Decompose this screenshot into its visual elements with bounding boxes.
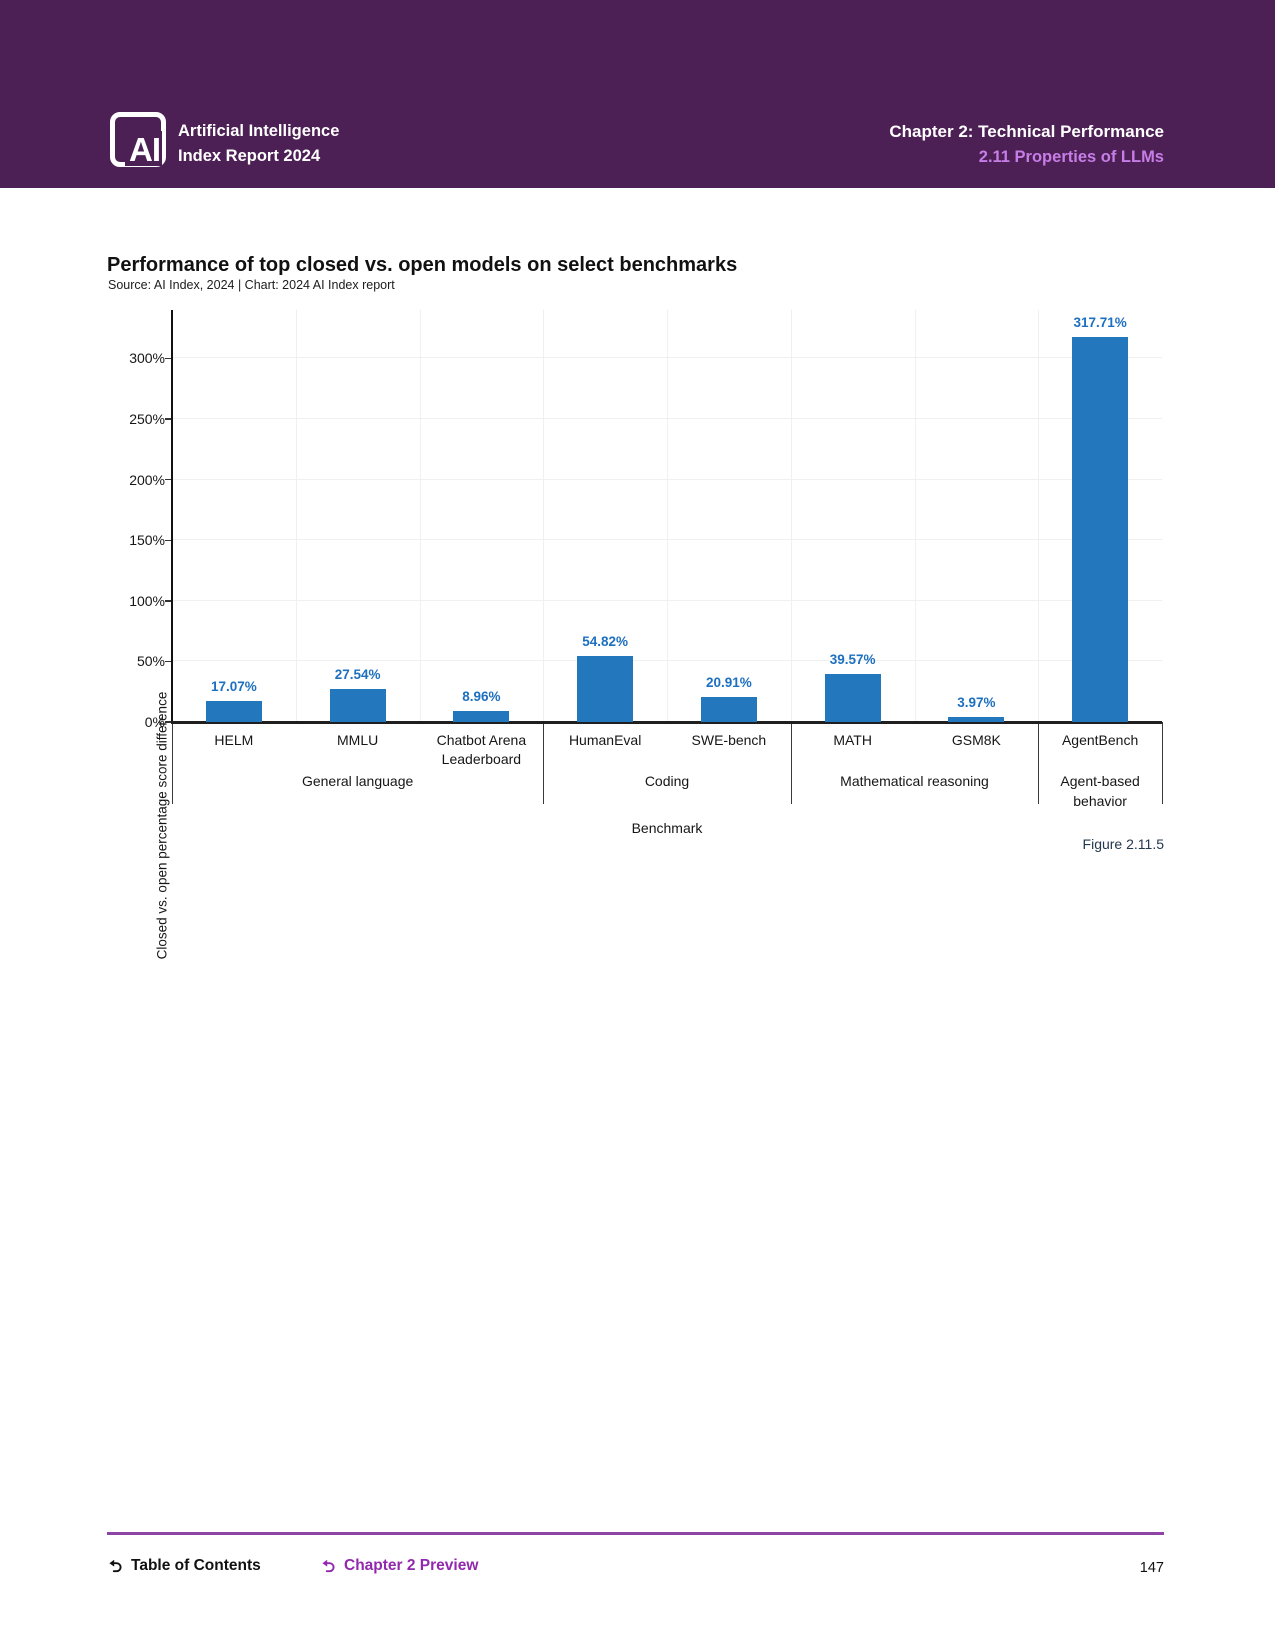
footer-divider [107, 1532, 1164, 1535]
bar-helm [205, 701, 262, 722]
y-tick-label: 100% [129, 592, 165, 609]
x-gridline [295, 310, 297, 722]
table-of-contents-label: Table of Contents [131, 1557, 261, 1574]
group-divider-line [1038, 722, 1040, 804]
x-category-label: AgentBench [1061, 732, 1139, 748]
y-tick-mark [165, 721, 172, 723]
x-group-label: General language [301, 773, 414, 789]
section-title: 2.11 Properties of LLMs [978, 147, 1164, 166]
group-divider-line [790, 722, 792, 804]
x-category-label: HumanEval [568, 732, 642, 748]
bar-value-label: 39.57% [829, 652, 876, 668]
x-gridline [1038, 310, 1040, 722]
bar-value-label: 17.07% [210, 679, 257, 695]
table-of-contents-link[interactable]: Table of Contents [107, 1557, 261, 1575]
group-divider-line [172, 722, 173, 804]
brand-line-2: Index Report 2024 [178, 146, 321, 165]
bar-value-label: 20.91% [705, 674, 752, 690]
bar-value-label: 3.97% [957, 695, 996, 711]
y-tick-mark [165, 478, 172, 481]
x-category-label: Chatbot Arena Leaderboard [436, 732, 527, 767]
figure-number: Figure 2.11.5 [1082, 836, 1164, 852]
bar-agentbench [1072, 337, 1129, 722]
bar-value-label: 27.54% [334, 666, 381, 682]
group-divider-line [543, 722, 545, 804]
undo-icon [107, 1558, 123, 1574]
y-tick-mark [165, 418, 172, 420]
bar-chatbot-arena-leaderboard [453, 711, 510, 722]
x-category-label: MMLU [337, 732, 379, 748]
y-axis-line [171, 310, 173, 724]
x-category-label: SWE-bench [691, 732, 767, 748]
chapter-preview-label: Chapter 2 Preview [344, 1557, 479, 1574]
bar-gsm8k [948, 717, 1005, 722]
y-tick-label: 150% [129, 532, 165, 549]
brand-title: Artificial Intelligence Index Report 202… [178, 119, 339, 169]
bar-humaneval [577, 655, 634, 722]
y-tick-label: 250% [129, 411, 165, 428]
x-gridline [667, 310, 668, 722]
chapter-preview-link[interactable]: Chapter 2 Preview [320, 1557, 478, 1575]
x-axis-line [171, 720, 1162, 724]
y-tick-mark [165, 357, 172, 360]
y-tick-label: 0% [144, 714, 165, 730]
page-number: 147 [1139, 1560, 1164, 1576]
bar-chart-plot: Closed vs. open percentage score differe… [129, 310, 1163, 959]
x-gridline [914, 310, 916, 722]
undo-icon [320, 1558, 336, 1574]
x-category-label: MATH [833, 732, 872, 748]
chart-source: Source: AI Index, 2024 | Chart: 2024 AI … [108, 278, 395, 292]
x-group-label: Coding [644, 773, 690, 789]
chart-title: Performance of top closed vs. open model… [107, 254, 738, 276]
bar-mmlu [329, 688, 386, 722]
bar-value-label: 8.96% [462, 689, 501, 705]
group-divider-line [1162, 722, 1163, 804]
x-group-label: Agent-based behavior [1060, 773, 1140, 809]
y-tick-mark [165, 600, 172, 602]
y-axis-title: Closed vs. open percentage score differe… [154, 691, 170, 960]
x-axis-title: Benchmark [631, 820, 703, 836]
chapter-title: Chapter 2: Technical Performance [889, 122, 1164, 141]
bar-swe-bench [700, 696, 757, 722]
page-header: AI Artificial Intelligence Index Report … [0, 0, 1275, 188]
y-tick-label: 50% [136, 653, 165, 670]
x-gridline [419, 310, 421, 722]
x-category-label: HELM [214, 732, 254, 748]
bar-value-label: 317.71% [1073, 315, 1127, 331]
y-tick-label: 300% [129, 350, 165, 367]
ai-index-logo: AI [110, 112, 166, 168]
y-tick-label: 200% [129, 471, 165, 488]
x-category-label: GSM8K [951, 732, 1001, 748]
y-tick-mark [165, 660, 172, 663]
y-tick-mark [165, 539, 172, 541]
x-group-label: Mathematical reasoning [840, 773, 989, 789]
logo-ai-text: AI [125, 131, 162, 166]
brand-line-1: Artificial Intelligence [178, 122, 340, 140]
chapter-heading: Chapter 2: Technical Performance 2.11 Pr… [889, 119, 1164, 169]
x-gridline [790, 310, 792, 722]
x-gridline [543, 310, 545, 722]
bar-value-label: 54.82% [582, 633, 629, 649]
bar-math [824, 674, 881, 722]
